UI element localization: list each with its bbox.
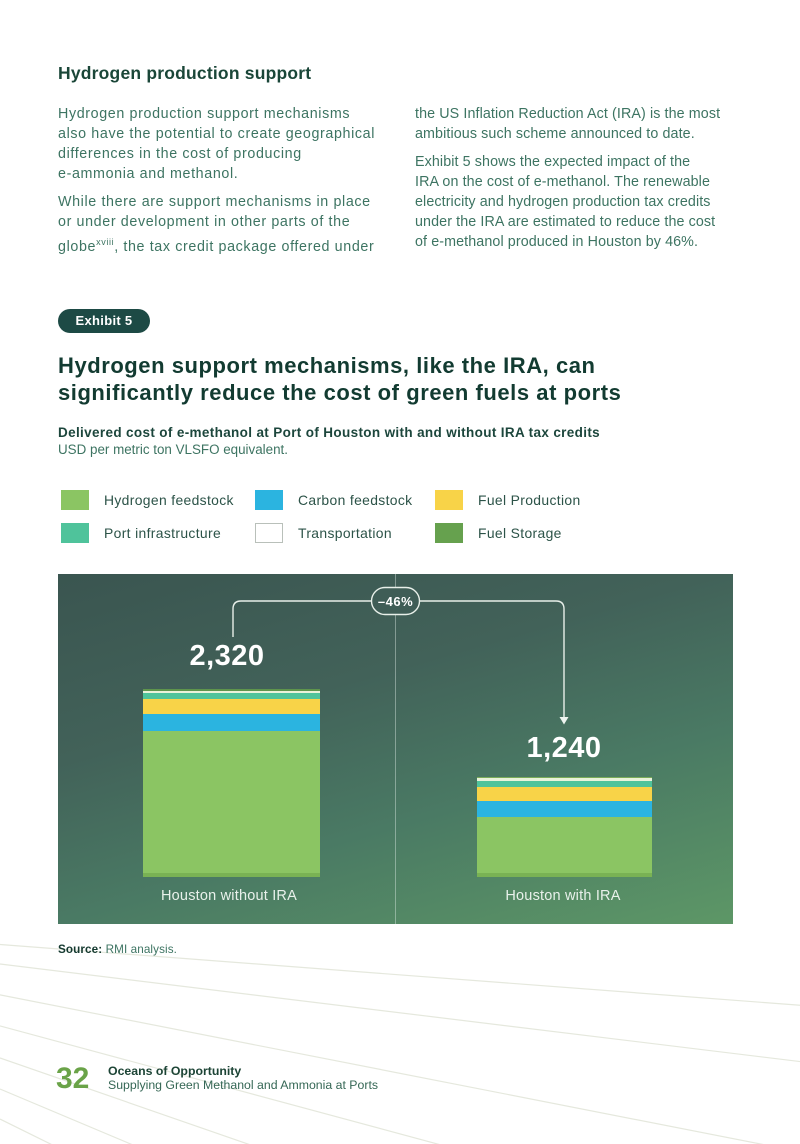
svg-text:–46%: –46%	[378, 594, 413, 609]
